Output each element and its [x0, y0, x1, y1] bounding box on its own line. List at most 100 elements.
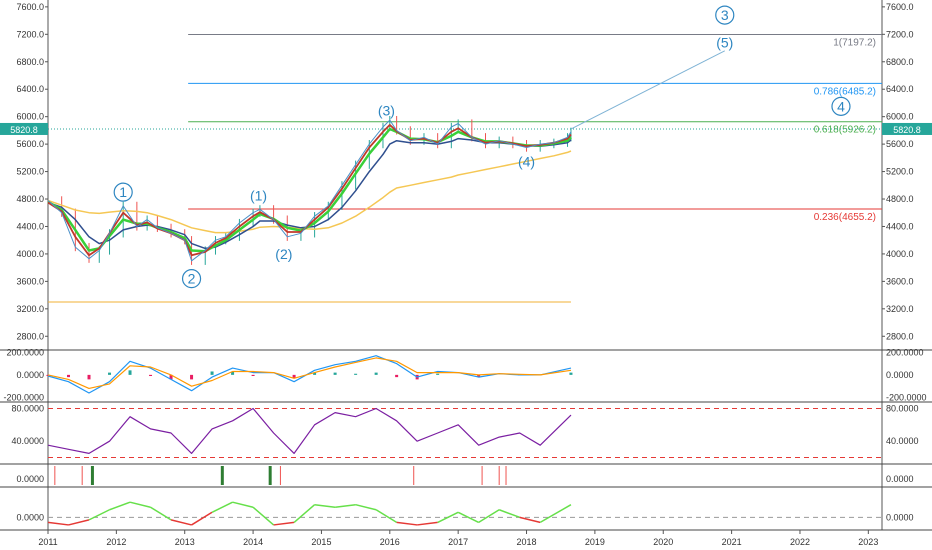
price-axis-tick-right: 7600.0	[886, 2, 914, 12]
x-axis-tick-label: 2015	[311, 537, 331, 547]
macd-axis-tick-left: 200.0000	[6, 347, 44, 357]
price-axis-tick-left: 5200.0	[16, 167, 44, 177]
wave-label: 1	[119, 184, 127, 200]
osc-line-segment	[109, 501, 131, 511]
x-axis-tick-label: 2016	[380, 537, 400, 547]
price-axis-tick-left: 6800.0	[16, 57, 44, 67]
x-axis-tick-label: 2019	[585, 537, 605, 547]
macd-axis-tick-left: -200.0000	[3, 392, 44, 402]
x-axis-tick-label: 2012	[106, 537, 126, 547]
x-axis-tick-label: 2021	[722, 537, 742, 547]
close-price-line	[47, 119, 572, 262]
x-axis-tick-label: 2017	[448, 537, 468, 547]
wave-label: (4)	[518, 153, 535, 169]
price-axis-tick-right: 6400.0	[886, 84, 914, 94]
price-axis-tick-right: 3600.0	[886, 276, 914, 286]
macd-axis-tick-right: 200.0000	[886, 347, 924, 357]
price-axis-tick-right: 6800.0	[886, 57, 914, 67]
osc-line-segment	[437, 511, 459, 524]
oscillator-panel[interactable]: 0.0000 0.0000	[16, 501, 914, 526]
price-axis-tick-right: 2800.0	[886, 331, 914, 341]
macd-axis-tick-right: -200.0000	[886, 392, 927, 402]
osc-line-segment	[396, 521, 418, 526]
last-price-label-left: 5820.8	[10, 125, 38, 135]
x-axis-tick-label: 2022	[790, 537, 810, 547]
osc-line-segment	[88, 509, 110, 521]
price-axis-tick-left: 3200.0	[16, 304, 44, 314]
x-axis-tick-label: 2018	[517, 537, 537, 547]
x-axis-tick-label: 2014	[243, 537, 263, 547]
wave-label: (3)	[378, 102, 395, 118]
wave-label: 4	[837, 98, 845, 114]
osc-line-segment	[68, 519, 90, 526]
wave-label-circle	[113, 182, 133, 202]
price-axis-tick-left: 6400.0	[16, 84, 44, 94]
osc-line-segment	[539, 504, 572, 524]
osc-line-segment	[335, 503, 356, 508]
price-axis-tick-right: 3200.0	[886, 304, 914, 314]
price-axis-tick-left: 2800.0	[16, 331, 44, 341]
wave-label-circle	[181, 269, 202, 289]
price-axis-tick-right: 4800.0	[886, 194, 914, 204]
macd-axis-tick-right: 0.0000	[886, 370, 914, 380]
x-axis-tick-label: 2011	[38, 537, 57, 547]
rsi-line	[47, 407, 572, 454]
x-axis-tick-label: 2013	[175, 537, 195, 547]
price-axis-tick-right: 5200.0	[886, 167, 914, 177]
rsi-axis-tick-right: 80.0000	[886, 404, 919, 414]
wave-label: 2	[188, 271, 196, 287]
price-axis-tick-left: 7200.0	[16, 29, 44, 39]
osc-line-segment	[211, 501, 233, 513]
osc-line-segment	[478, 509, 500, 524]
price-axis-tick-left: 4000.0	[16, 249, 44, 259]
wave-label-circle	[831, 96, 851, 116]
rsi-panel[interactable]: 80.0000 80.0000 40.0000 40.0000	[11, 404, 919, 458]
wave-label: (5)	[716, 35, 733, 51]
sma-long-line	[47, 150, 572, 234]
price-axis-tick-left: 5600.0	[16, 139, 44, 149]
osc-axis-tick-right: 0.0000	[886, 512, 914, 522]
wave-label: 3	[721, 7, 729, 23]
osc-axis-tick-left: 0.0000	[16, 512, 44, 522]
price-axis-tick-left: 3600.0	[16, 276, 44, 286]
x-axis-tick-label: 2020	[653, 537, 673, 547]
price-panel[interactable]: 7600.0 7600.0 7200.0 7200.0 6800.0 6800.0 6400…	[0, 2, 932, 341]
last-price-badge-left	[0, 122, 48, 135]
last-price-badge-right	[882, 122, 932, 135]
osc-line-segment	[355, 503, 377, 511]
rsi-axis-tick-left: 80.0000	[11, 404, 44, 414]
signal-panel[interactable]: 0.0000 0.0000	[16, 466, 914, 485]
x-axis: 2011 2012 2013 2014 2015 2016 2017 2018 2019 2020…	[38, 530, 878, 547]
price-axis-tick-right: 5600.0	[886, 139, 914, 149]
osc-line-segment	[150, 506, 172, 521]
price-axis-tick-left: 7600.0	[16, 2, 44, 12]
fib-level-label: 0.618(5926.2)	[814, 125, 876, 136]
price-axis-tick-right: 4400.0	[886, 221, 914, 231]
price-axis-tick-left: 4400.0	[16, 221, 44, 231]
x-axis-tick-label: 2023	[858, 537, 878, 547]
osc-line-segment	[417, 521, 438, 526]
fib-level-label: 0.786(6485.2)	[814, 86, 876, 97]
osc-line-segment	[293, 504, 316, 523]
osc-line-segment	[252, 506, 275, 526]
last-price-label-right: 5820.8	[893, 125, 921, 135]
fib-level-label: 0.236(4655.2)	[814, 212, 876, 223]
osc-line-segment	[375, 509, 398, 524]
fib-level-label: 1(7197.2)	[833, 38, 876, 49]
signal-axis-tick-left: 0.0000	[16, 474, 44, 484]
macd-axis-tick-left: 0.0000	[16, 370, 44, 380]
signal-axis-tick-right: 0.0000	[886, 474, 914, 484]
macd-signal-line	[47, 357, 572, 389]
price-axis-tick-right: 4000.0	[886, 249, 914, 259]
rsi-axis-tick-left: 40.0000	[11, 436, 44, 446]
price-axis-tick-left: 4800.0	[16, 194, 44, 204]
macd-panel[interactable]: 200.0000 200.0000 0.0000 0.0000 -200.0000 -20…	[3, 347, 926, 402]
price-axis-tick-left: 6000.0	[16, 112, 44, 122]
wave-label: (1)	[250, 188, 267, 204]
price-axis-tick-right: 7200.0	[886, 29, 914, 39]
chart-frame	[0, 0, 932, 531]
wave-label: (2)	[275, 246, 292, 262]
projection-line	[570, 50, 725, 130]
rsi-axis-tick-right: 40.0000	[886, 436, 919, 446]
